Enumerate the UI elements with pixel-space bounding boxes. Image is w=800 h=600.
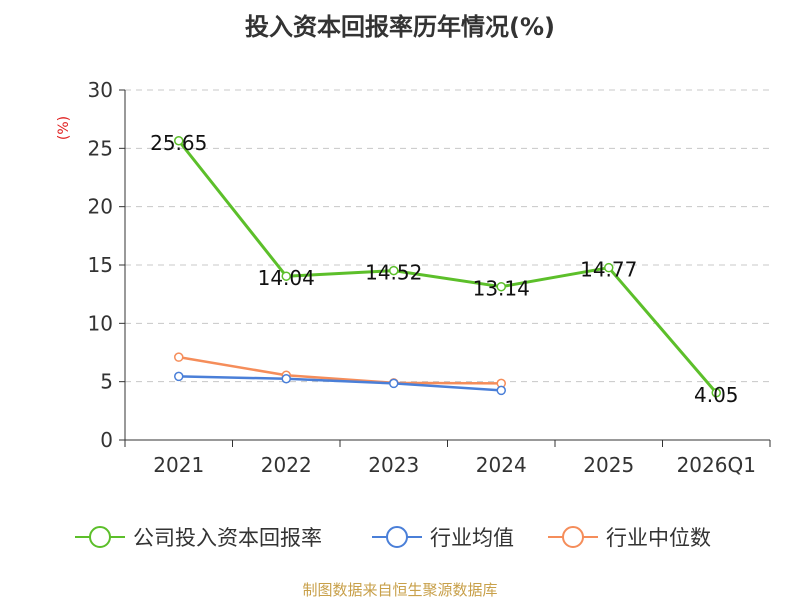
- legend-item-0[interactable]: 公司投入资本回报率: [75, 526, 322, 550]
- x-tick-label: 2022: [261, 453, 312, 477]
- x-tick-label: 2026Q1: [677, 453, 756, 477]
- y-tick-label: 15: [88, 253, 113, 277]
- y-tick-label: 30: [88, 78, 113, 102]
- data-point-2-0[interactable]: [174, 352, 184, 362]
- data-label: 14.52: [365, 261, 422, 285]
- data-label: 14.04: [258, 266, 315, 290]
- x-tick-label: 2025: [583, 453, 634, 477]
- data-label: 14.77: [580, 258, 637, 282]
- y-tick-label: 0: [100, 428, 113, 452]
- y-tick-label: 5: [100, 370, 113, 394]
- legend[interactable]: 公司投入资本回报率 行业均值 行业中位数: [75, 526, 711, 550]
- data-label: 4.05: [694, 383, 739, 407]
- data-label: 13.14: [473, 277, 530, 301]
- legend-circle-icon: [89, 526, 111, 548]
- series-lines: [174, 136, 721, 398]
- x-tick-label: 2023: [368, 453, 419, 477]
- data-point-1-3[interactable]: [496, 385, 506, 396]
- legend-item-1[interactable]: 行业均值: [372, 526, 514, 550]
- legend-item-2[interactable]: 行业中位数: [548, 526, 711, 550]
- x-tick-label: 2024: [476, 453, 527, 477]
- data-point-1-2[interactable]: [389, 378, 399, 389]
- y-tick-label: 10: [88, 311, 113, 335]
- data-labels: 25.65 14.04 14.52 13.14 14.77 4.05: [150, 131, 738, 407]
- data-point-1-0[interactable]: [174, 371, 184, 382]
- data-point-0-0[interactable]: [174, 136, 184, 146]
- data-point-0-3[interactable]: [496, 281, 506, 292]
- data-point-1-1[interactable]: [281, 374, 291, 384]
- data-point-0-5[interactable]: [711, 388, 721, 398]
- series-line-0: [177, 139, 718, 394]
- series-line-2: [178, 355, 502, 385]
- y-tick-label: 25: [88, 136, 113, 160]
- y-tick-label: 20: [88, 195, 113, 219]
- series-line-1: [178, 375, 502, 392]
- data-point-0-4[interactable]: [604, 262, 614, 273]
- y-axis-unit-label: (%): [56, 116, 72, 140]
- data-label: 25.65: [150, 131, 207, 155]
- legend-circle-icon: [562, 526, 584, 548]
- legend-label: 行业中位数: [606, 526, 711, 550]
- legend-label: 公司投入资本回报率: [133, 526, 322, 550]
- chart-title: 投入资本回报率历年情况(%): [245, 13, 555, 41]
- x-tick-label: 2021: [153, 453, 204, 477]
- data-point-0-1[interactable]: [281, 271, 291, 281]
- gridlines: [125, 89, 770, 383]
- legend-label: 行业均值: [430, 526, 514, 550]
- data-point-0-2[interactable]: [389, 265, 399, 276]
- legend-circle-icon: [386, 526, 408, 548]
- source-note: 制图数据来自恒生聚源数据库: [302, 581, 497, 599]
